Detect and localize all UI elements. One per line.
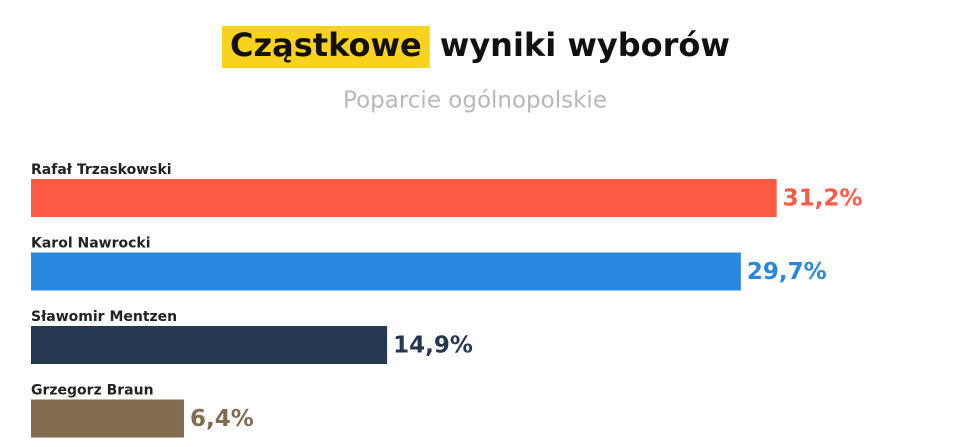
value-label: 14,9% <box>393 333 473 359</box>
value-label: 29,7% <box>747 259 827 285</box>
bar <box>31 399 184 438</box>
value-label: 6,4% <box>190 406 254 432</box>
value-label: 31,2% <box>783 186 863 212</box>
chart-subtitle: Poparcie ogólnopolskie <box>343 88 607 114</box>
bar <box>31 326 388 364</box>
chart-title: wyniki wyborów <box>440 26 730 64</box>
category-label: Sławomir Mentzen <box>31 309 177 325</box>
bar <box>31 179 777 217</box>
category-label: Grzegorz Braun <box>31 383 154 399</box>
chart-title-highlight: Cząstkowe <box>230 26 422 64</box>
title-highlight <box>222 26 430 68</box>
category-label: Karol Nawrocki <box>31 236 151 252</box>
category-label: Rafał Trzaskowski <box>31 162 172 178</box>
bar <box>31 252 741 291</box>
